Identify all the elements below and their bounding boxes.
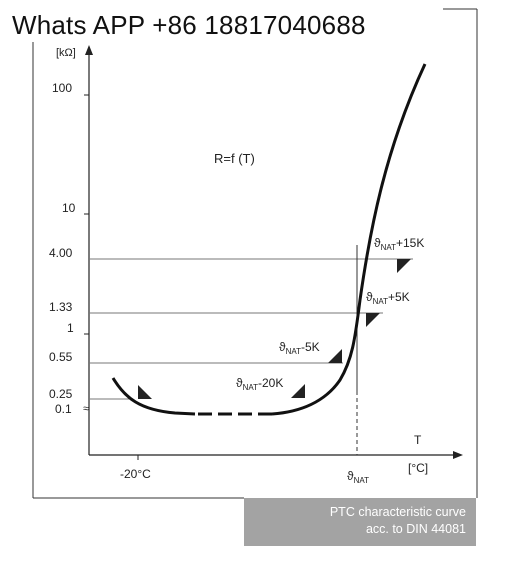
label-nat-minus-5k: ϑNAT-5K — [279, 340, 320, 356]
curve-label: R=f (T) — [214, 151, 255, 166]
label-nat-plus-15k: ϑNAT+15K — [374, 236, 424, 252]
marker-triangle — [366, 313, 380, 327]
marker-triangle — [291, 384, 305, 398]
x-tick-label: -20°C — [120, 467, 151, 481]
y-tick-label: 1.33 — [49, 300, 73, 314]
x-axis-label: T — [414, 433, 422, 447]
marker-triangle — [328, 349, 342, 363]
label-nat-minus-20k: ϑNAT-20K — [236, 376, 283, 392]
reference-lines — [89, 258, 413, 400]
label-nat-plus-5k: ϑNAT+5K — [366, 290, 410, 306]
marker-triangle — [138, 385, 152, 399]
y-ticks: 100 10 4.00 1.33 1 0.55 0.25 0.1 ≈ — [49, 81, 89, 416]
ptc-curve-rise — [271, 63, 427, 416]
y-tick-label: 4.00 — [49, 246, 73, 260]
y-tick-label: 1 — [67, 321, 74, 335]
caption-line-2: acc. to DIN 44081 — [365, 522, 466, 536]
x-axis-unit: [°C] — [408, 461, 428, 475]
y-axis-arrow — [85, 45, 93, 55]
caption-line-1: PTC characteristic curve — [329, 505, 466, 519]
y-tick-label: 0.55 — [49, 350, 73, 364]
caption-box: PTC characteristic curve acc. to DIN 440… — [244, 498, 476, 546]
y-tick-label: 0.1 — [55, 402, 72, 416]
ptc-curve — [111, 377, 196, 416]
y-axis-label: [kΩ] — [56, 47, 76, 59]
axis-break-icon: ≈ — [83, 403, 89, 415]
x-axis-arrow — [453, 451, 463, 459]
marker-triangle — [397, 259, 411, 273]
y-tick-label: 0.25 — [49, 387, 73, 401]
y-tick-label: 10 — [62, 201, 76, 215]
x-tick-label: ϑNAT — [347, 469, 369, 485]
y-tick-label: 100 — [52, 81, 72, 95]
watermark-text: Whats APP +86 18817040688 — [12, 10, 366, 40]
